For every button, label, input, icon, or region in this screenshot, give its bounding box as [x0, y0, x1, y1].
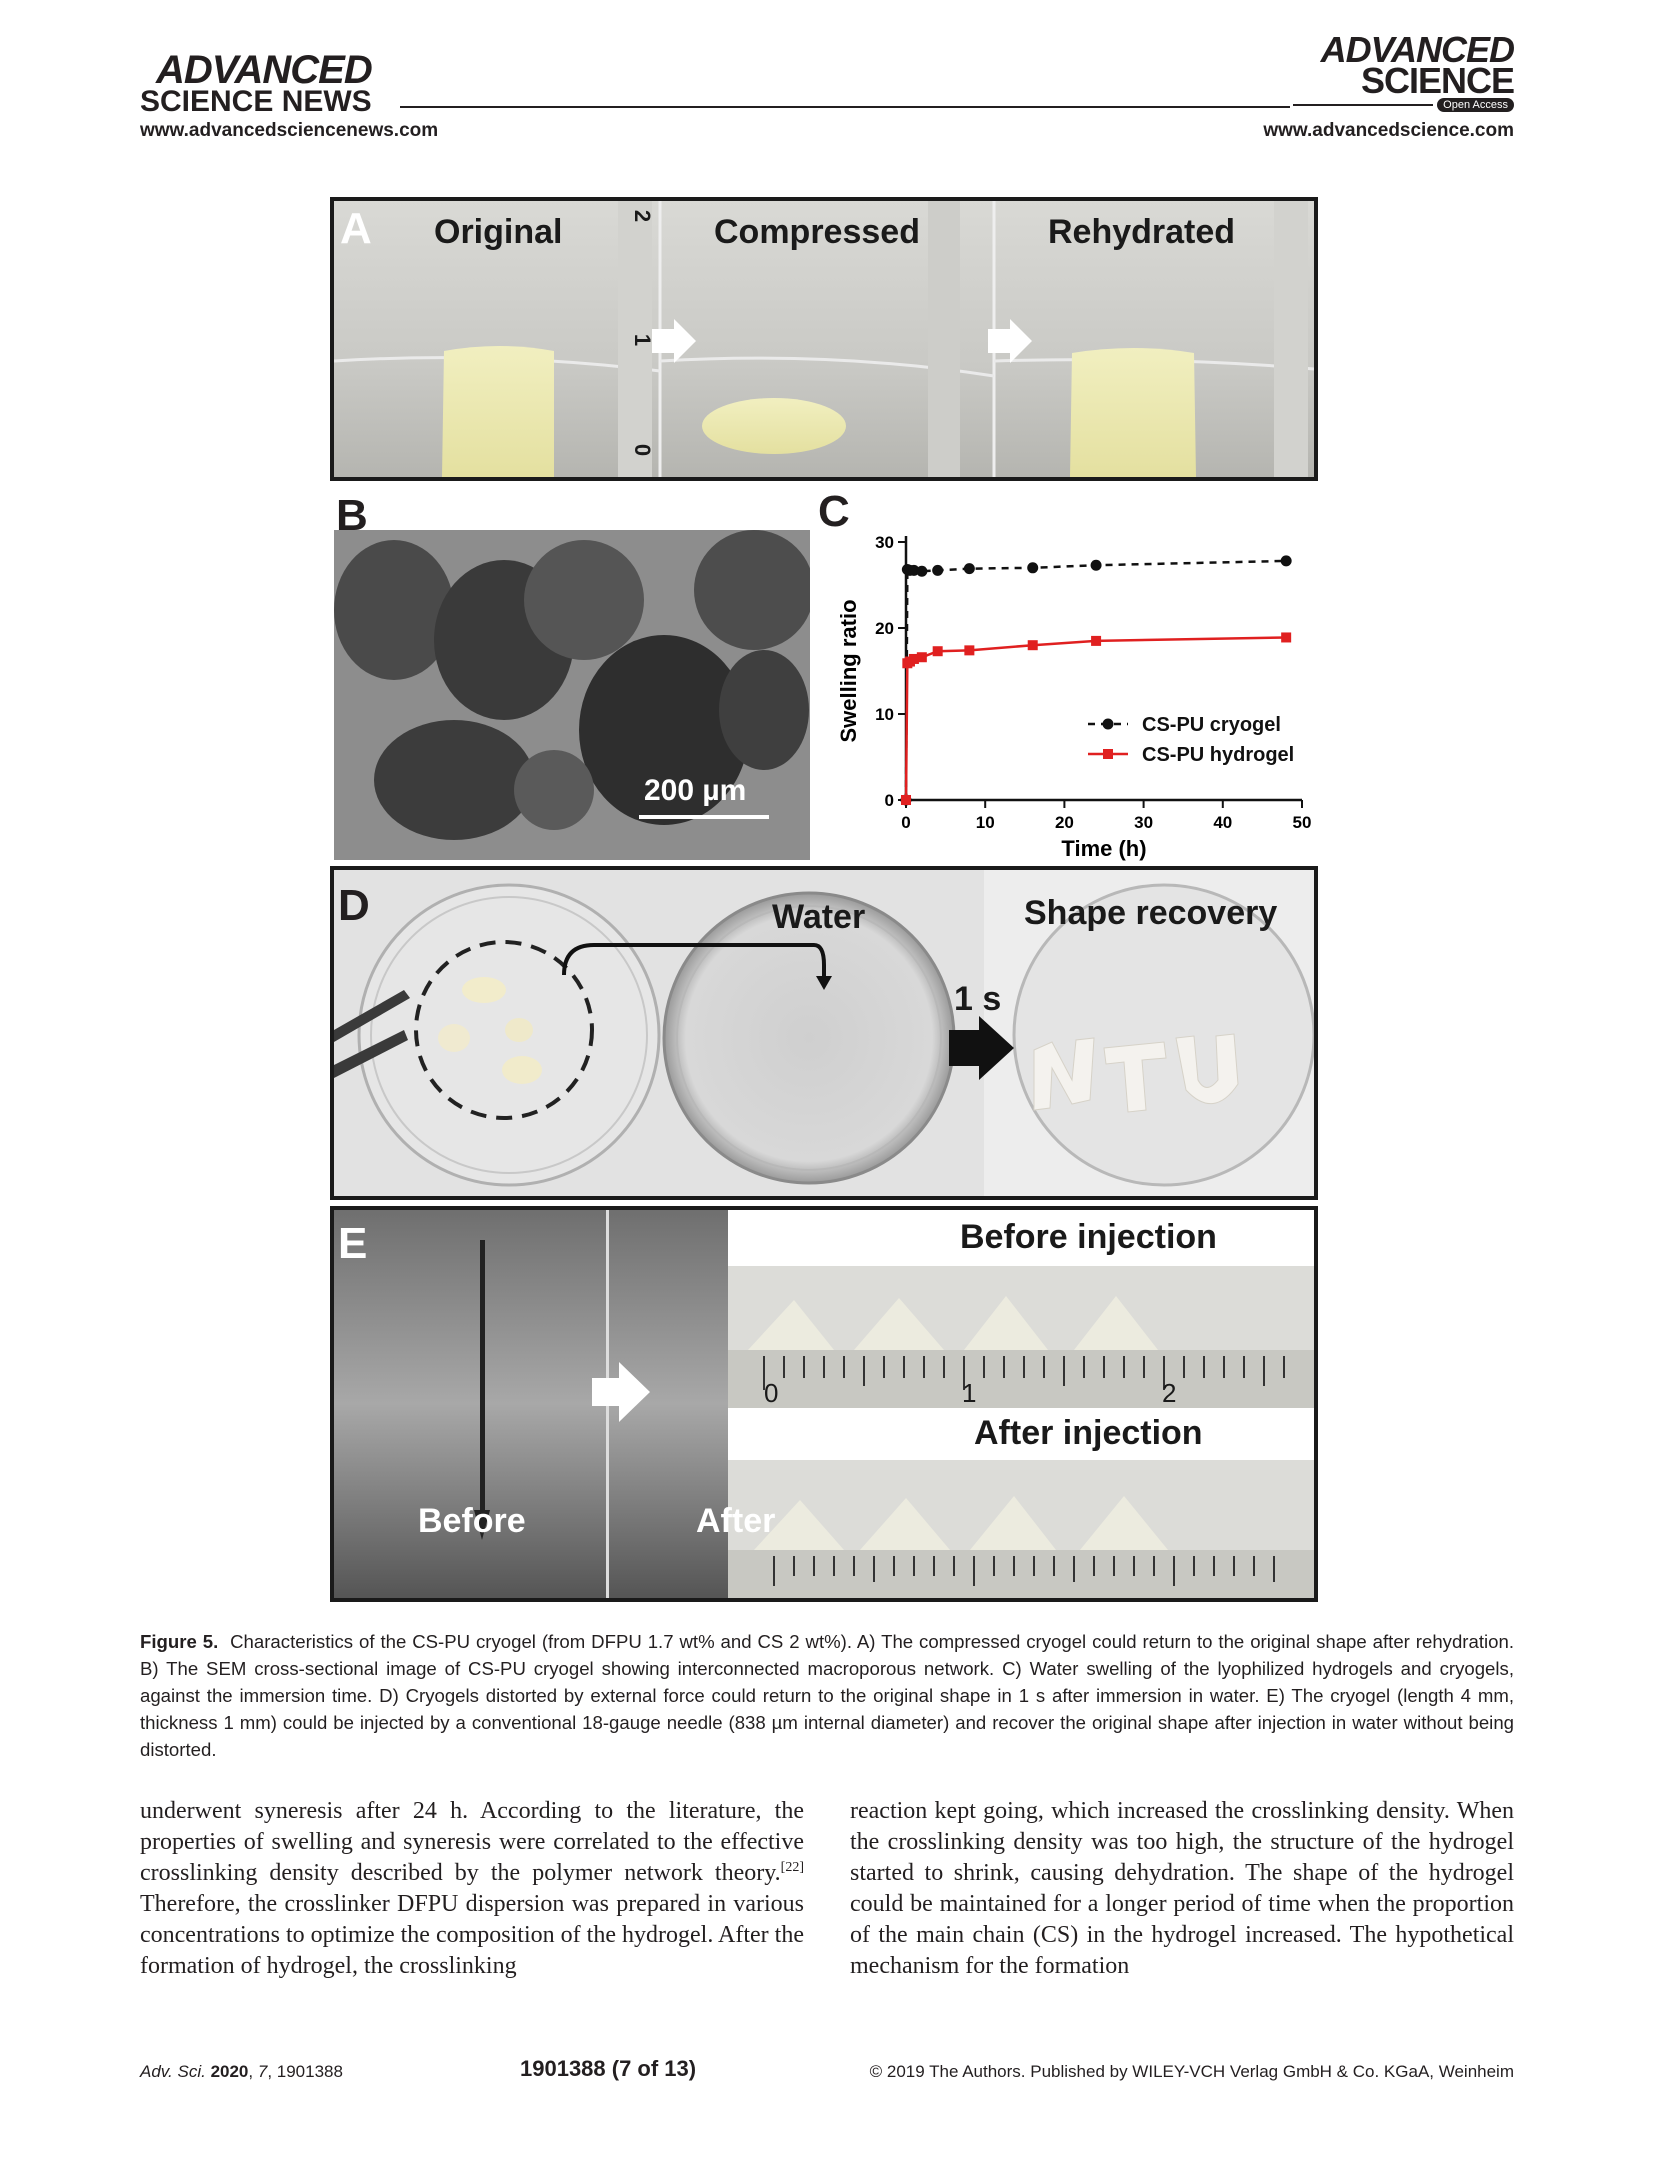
journal-url-right[interactable]: www.advancedscience.com — [1263, 120, 1514, 141]
figure-caption: Figure 5. Characteristics of the CS-PU c… — [140, 1628, 1514, 1763]
logo-rule — [1293, 103, 1434, 106]
data-point — [1027, 562, 1039, 574]
figure-caption-label: Figure 5. — [140, 1631, 219, 1652]
legend-label: CS-PU cryogel — [1142, 714, 1281, 736]
figure-panel-b: B 200 µm — [334, 492, 810, 860]
panel-d-shape-recovery-label: Shape recovery — [1024, 894, 1278, 932]
x-tick-label: 20 — [1055, 813, 1074, 832]
panel-e-photo — [334, 1210, 1314, 1598]
data-point — [908, 653, 919, 664]
logo-line-1: ADVANCED — [156, 48, 373, 92]
footer-page-number: 1901388 (7 of 13) — [520, 2056, 697, 2081]
panel-d-label: D — [338, 881, 370, 930]
data-point — [1027, 640, 1038, 651]
ruler-label: 1 — [630, 333, 656, 347]
sem-image — [334, 530, 810, 860]
data-point — [1091, 635, 1102, 646]
ruler-label: 0 — [630, 443, 656, 457]
ruler-label: 1 — [962, 1378, 977, 1408]
data-point — [908, 564, 920, 576]
panel-d-photo — [334, 870, 1314, 1196]
figure-panel-c: C 0 10 20 30 0 10 20 30 40 50 Time (h) Swelling rat… — [818, 488, 1318, 866]
data-point — [964, 645, 975, 656]
legend-label: CS-PU hydrogel — [1142, 744, 1294, 766]
panel-a-title-original: Original — [434, 213, 563, 251]
y-tick-label: 20 — [875, 619, 894, 638]
swelling-ratio-chart: 0 10 20 30 0 10 20 30 40 50 Time (h) Swelling ratio… — [836, 533, 1312, 861]
panel-a-title-compressed: Compressed — [714, 213, 920, 251]
panel-d-time-label: 1 s — [954, 980, 1002, 1018]
body-column-right: reaction kept going, which increased the… — [850, 1798, 1514, 1979]
data-point — [932, 564, 944, 576]
body-left-text-b: Therefore, the crosslinker DFPU dispersi… — [140, 1891, 804, 1979]
journal-url-left[interactable]: www.advancedsciencenews.com — [140, 120, 439, 141]
advanced-science-news-logo: ADVANCED SCIENCE NEWS — [140, 48, 400, 118]
after-injection-label: After injection — [974, 1414, 1203, 1452]
y-tick-label: 30 — [875, 533, 894, 552]
footer-copyright: © 2019 The Authors. Published by WILEY-V… — [869, 2062, 1514, 2081]
x-tick-label: 40 — [1213, 813, 1232, 832]
figure-panel-a: A Original Compressed Rehydrated 2 1 0 — [330, 197, 1318, 481]
data-point — [1280, 555, 1292, 567]
panel-a-label: A — [340, 204, 372, 253]
logo-line-1: ADVANCED — [1320, 29, 1515, 70]
ruler-label: 0 — [764, 1378, 779, 1408]
figure-panel-e: E Before After Before injection After in… — [330, 1206, 1318, 1602]
panel-a-photo — [334, 201, 1314, 477]
body-left-text-a: underwent syneresis after 24 h. Accordin… — [140, 1798, 804, 1886]
logo-line-2: SCIENCE — [1360, 60, 1515, 101]
panel-a-title-rehydrated: Rehydrated — [1048, 213, 1236, 251]
body-column-left: underwent syneresis after 24 h. Accordin… — [140, 1796, 804, 1982]
legend-marker — [1102, 718, 1114, 730]
data-point — [916, 565, 928, 577]
footer-article: 1901388 — [276, 2062, 343, 2081]
footer-citation: Adv. Sci. 2020, 7, 1901388 — [140, 2062, 343, 2081]
figure-caption-text: Characteristics of the CS-PU cryogel (fr… — [140, 1631, 1514, 1760]
logo-line-2: SCIENCE NEWS — [140, 85, 372, 118]
ruler-label: 2 — [630, 209, 656, 223]
panel-e-label: E — [338, 1219, 368, 1268]
data-point — [901, 795, 911, 805]
footer-volume: 7 — [257, 2062, 268, 2081]
y-tick-label: 0 — [885, 791, 894, 810]
x-tick-label: 50 — [1293, 813, 1312, 832]
panel-d-water-label: Water — [772, 898, 866, 936]
data-point — [916, 652, 927, 663]
x-tick-label: 10 — [976, 813, 995, 832]
advanced-science-logo: ADVANCED SCIENCE Open Access — [1284, 29, 1515, 114]
citation-link[interactable]: [22] — [780, 1860, 804, 1875]
before-injection-label: Before injection — [960, 1218, 1217, 1256]
data-point — [1090, 559, 1102, 571]
x-tick-label: 30 — [1134, 813, 1153, 832]
x-tick-label: 0 — [901, 813, 910, 832]
panel-c-label: C — [818, 487, 850, 536]
scale-bar-label: 200 µm — [644, 774, 747, 807]
panel-e-after-label: After — [696, 1502, 776, 1540]
x-axis-label: Time (h) — [1061, 836, 1146, 861]
footer-year: 2020 — [210, 2062, 249, 2081]
header-rule — [400, 106, 1290, 108]
data-point — [932, 646, 943, 657]
legend-marker — [1103, 749, 1113, 759]
y-tick-label: 10 — [875, 705, 894, 724]
series-line-1 — [904, 559, 1287, 801]
footer-journal: Adv. Sci. — [140, 2062, 206, 2081]
data-point — [963, 563, 975, 575]
data-point — [1281, 632, 1292, 643]
panel-e-before-label: Before — [418, 1502, 526, 1540]
y-axis-label: Swelling ratio — [836, 599, 861, 742]
figure-panel-d: D Water Shape recovery 1 s — [330, 866, 1318, 1200]
open-access-badge: Open Access — [1437, 97, 1514, 112]
ruler-label: 2 — [1162, 1378, 1177, 1408]
